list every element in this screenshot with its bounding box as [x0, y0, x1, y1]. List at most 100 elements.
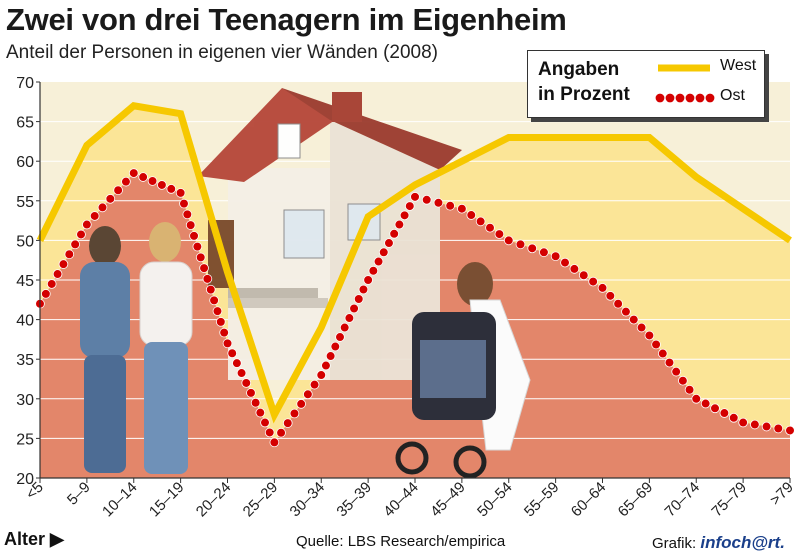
ost-dot: [105, 194, 116, 204]
x-tick-label: 30–34: [287, 479, 329, 521]
ost-dot: [588, 276, 598, 287]
x-tick-label: >79: [767, 479, 797, 509]
y-tick-label: 65: [16, 115, 34, 132]
legend-title-line1: Angaben: [538, 59, 620, 80]
y-tick-label: 25: [16, 431, 34, 448]
y-tick-label: 20: [16, 471, 34, 488]
ost-dot: [296, 399, 306, 409]
ost-dot: [644, 330, 655, 341]
ost-dot: [700, 398, 711, 409]
ost-dot: [64, 249, 75, 260]
x-tick-label: 10–14: [99, 479, 141, 521]
y-tick-label: 35: [16, 352, 34, 369]
x-tick-label: 5–9: [64, 479, 94, 509]
ost-dot: [264, 427, 275, 438]
legend-ost-dot: [695, 93, 705, 103]
ost-dot: [678, 375, 688, 386]
ost-dot: [303, 389, 313, 400]
mother-stroller-illustration: [395, 262, 531, 479]
ost-dot: [578, 270, 589, 281]
ost-dot: [344, 313, 355, 323]
ost-dot: [349, 303, 359, 314]
series-lines: [35, 102, 795, 448]
ost-dot: [657, 348, 668, 359]
ost-dot: [246, 388, 256, 398]
ost-dot: [195, 252, 206, 263]
ost-dot: [255, 407, 266, 418]
ost-dot: [475, 216, 486, 227]
ost-dot: [664, 357, 675, 368]
x-tick-label: 50–54: [474, 479, 516, 521]
legend: Angaben in Prozent West Ost: [527, 50, 765, 118]
ost-dot: [445, 200, 455, 211]
ost-dot: [260, 417, 270, 428]
ost-dot: [628, 314, 639, 325]
teenagers-illustration: [80, 222, 193, 474]
ost-dot: [219, 327, 229, 338]
ost-dot: [179, 198, 189, 209]
ost-dot: [597, 283, 608, 293]
chart-subtitle: Anteil der Personen in eigenen vier Wänd…: [6, 42, 438, 63]
legend-ost-dot: [705, 93, 715, 103]
ost-dot: [52, 269, 63, 279]
legend-title: Angaben in Prozent: [538, 57, 630, 107]
ost-dot: [76, 229, 86, 240]
ost-dot: [389, 229, 399, 239]
ost-dot: [515, 239, 526, 250]
ost-dot: [202, 274, 213, 284]
ost-dot: [269, 437, 280, 448]
legend-west-label: West: [720, 57, 757, 74]
ost-dot: [82, 219, 92, 230]
ost-dot: [232, 358, 242, 368]
ost-dot: [569, 264, 580, 274]
ost-dot: [166, 184, 177, 194]
y-tick-label: 45: [16, 273, 34, 290]
ost-dot: [494, 229, 505, 239]
ost-dot: [738, 417, 748, 428]
ost-dot: [651, 339, 661, 350]
ost-dot: [113, 185, 123, 196]
ost-dot: [466, 210, 477, 220]
x-tick-label: 75–79: [708, 479, 750, 521]
ost-dot: [41, 289, 51, 299]
ost-dot: [250, 397, 261, 408]
chart-title: Zwei von drei Teenagern im Eigenheim: [6, 2, 567, 37]
ost-dot: [227, 348, 237, 359]
ost-dot: [636, 322, 647, 333]
ost-dot: [175, 188, 186, 198]
ost-dot: [212, 306, 223, 316]
x-tick-label: 35–39: [333, 479, 375, 521]
credit-brand: infoch@rt.: [700, 533, 785, 552]
legend-swatches: [655, 64, 715, 103]
ost-dot: [728, 413, 739, 423]
ost-dot: [613, 298, 623, 309]
ost-dot: [199, 263, 209, 273]
x-tick-label: 65–69: [615, 479, 657, 521]
ost-dot: [433, 197, 444, 208]
ost-dot: [241, 378, 252, 388]
ost-dot: [189, 231, 199, 241]
ost-dot: [399, 210, 410, 221]
ost-dot: [222, 338, 233, 349]
source-note: Quelle: LBS Research/empirica: [296, 533, 506, 550]
ost-dot: [276, 427, 286, 438]
ost-dot: [527, 243, 537, 254]
ost-dot: [363, 275, 373, 285]
ost-dot: [321, 360, 331, 371]
x-tick-label: 55–59: [521, 479, 563, 521]
ost-dot: [89, 211, 100, 221]
ost-dot: [157, 180, 167, 190]
ost-dot: [378, 247, 389, 258]
y-tick-label: 30: [16, 392, 34, 409]
ost-dot: [750, 419, 760, 430]
x-tick-label: 25–29: [240, 479, 282, 521]
west-line: [36, 102, 792, 424]
ost-dot: [605, 291, 616, 301]
ost-dot: [373, 256, 384, 267]
x-tick-label: 40–44: [380, 479, 422, 521]
ost-dot: [289, 408, 300, 419]
ost-dot: [394, 219, 405, 230]
ost-dot: [70, 239, 80, 250]
ost-dot: [236, 368, 247, 378]
